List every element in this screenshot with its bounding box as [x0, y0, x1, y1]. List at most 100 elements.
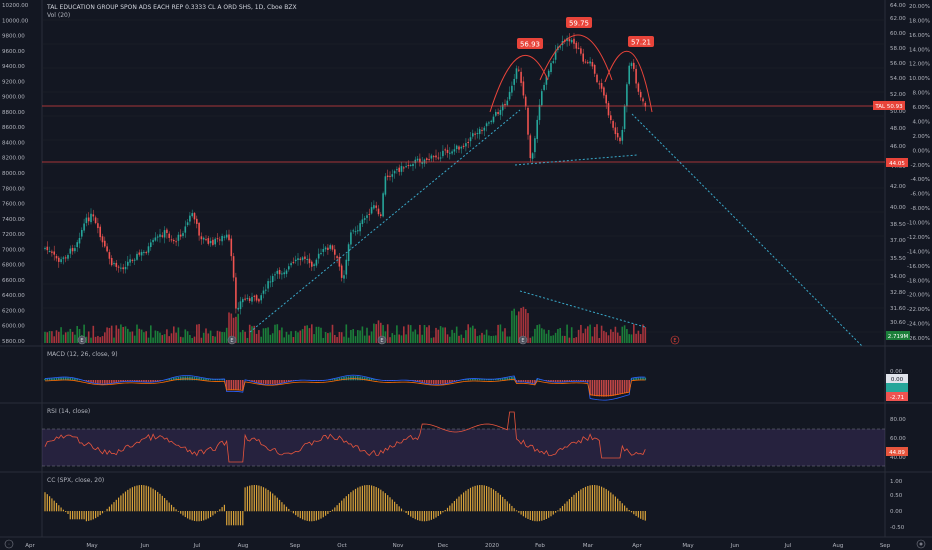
candle-body	[193, 212, 196, 220]
volume-indicator-label[interactable]: Vol (20)	[47, 12, 70, 19]
candle-body	[416, 158, 419, 161]
signal-line	[44, 378, 646, 397]
candle-body	[570, 39, 573, 43]
left-price-axis[interactable]: 10200.00 10000.00 9800.00 9600.00 9400.00 920…	[2, 3, 29, 345]
cc-bar	[550, 511, 552, 517]
volume-bar	[83, 324, 85, 343]
volume-bar	[380, 322, 382, 343]
volume-bar	[131, 331, 134, 343]
macd-histogram-bar	[492, 379, 495, 381]
volume-bar	[202, 332, 205, 343]
volume-bar	[292, 337, 295, 343]
right-percent-axis[interactable]: 20.00% 18.00% 16.00% 14.00% 12.00% 10.00% 8.00…	[907, 4, 930, 342]
candle-body	[600, 83, 603, 89]
earnings-marker[interactable]	[77, 335, 87, 345]
peak-label-right-shoulder[interactable]: 57.21	[628, 36, 654, 47]
macd-histogram-bar	[140, 380, 143, 382]
volume-trendline[interactable]	[519, 290, 646, 328]
macd-histogram-bar	[639, 377, 642, 381]
head-arc[interactable]	[539, 34, 613, 81]
candle-body	[545, 76, 548, 85]
candle-body	[478, 129, 481, 134]
cc-bar	[591, 485, 593, 512]
right-percent-label: -10.00%	[907, 221, 930, 227]
volume-bar	[511, 310, 513, 343]
macd-histogram-bar	[106, 380, 108, 384]
macd-histogram-bar	[345, 376, 348, 381]
macd-histogram-bar	[143, 380, 145, 382]
symbol-title[interactable]: TAL EDUCATION GROUP SPON ADS EACH REP 0.…	[46, 4, 297, 11]
grid-lines	[42, 19, 885, 333]
volume-bar	[189, 334, 191, 343]
candle-body	[283, 272, 285, 275]
cc-bar	[304, 511, 306, 521]
candlesticks	[44, 32, 647, 315]
time-axis-label: Jun	[140, 543, 150, 549]
volume-bar	[639, 334, 642, 343]
cc-bar	[437, 511, 439, 516]
candle-body	[334, 249, 336, 255]
volume-bar	[359, 330, 361, 343]
neckline[interactable]	[514, 154, 638, 166]
candle-body	[522, 81, 525, 96]
volume-bar	[481, 332, 483, 343]
volume-bar	[561, 335, 564, 343]
macd-histogram-bar	[159, 380, 161, 382]
volume-bar	[228, 312, 230, 343]
cc-bar	[101, 511, 104, 514]
candle-body	[458, 146, 460, 150]
volume-bar	[154, 330, 157, 343]
cc-bar	[318, 511, 320, 520]
scroll-left-icon[interactable]: ◦	[4, 539, 14, 549]
settings-icon[interactable]	[916, 539, 926, 549]
left-shoulder-arc[interactable]	[489, 54, 549, 113]
volume-bar	[209, 330, 212, 343]
peak-label-left-shoulder[interactable]: 56.93	[517, 38, 543, 49]
volume-bars	[44, 306, 647, 343]
macd-label[interactable]: MACD (12, 26, close, 9)	[47, 351, 118, 358]
cc-bar	[292, 511, 294, 514]
right-axis-label: 30.60	[890, 320, 906, 326]
volume-bar	[554, 332, 557, 343]
rsi-label[interactable]: RSI (14, close)	[47, 408, 90, 415]
right-shoulder-arc[interactable]	[604, 50, 653, 113]
volume-bar	[377, 320, 380, 343]
svg-text:0.00: 0.00	[891, 377, 904, 383]
macd-histogram-bar	[483, 379, 486, 381]
earnings-marker[interactable]	[518, 335, 528, 345]
left-axis-label: 5800.00	[2, 339, 25, 345]
earnings-marker[interactable]	[377, 335, 387, 345]
macd-histogram-bar	[147, 380, 150, 383]
volume-bar	[350, 330, 352, 343]
macd-histogram-bar	[285, 380, 288, 383]
time-axis[interactable]: Apr May Jun Jul Aug Sep Oct Nov Dec 2020 Feb Mar Apr…	[25, 543, 890, 549]
volume-bar	[74, 334, 76, 343]
candle-body	[173, 239, 175, 242]
cc-label[interactable]: CC (SPX, close, 20)	[47, 477, 104, 484]
cc-bar	[338, 502, 340, 512]
projection-trendline[interactable]	[631, 113, 863, 347]
cc-bar	[267, 489, 269, 512]
volume-bar	[607, 335, 610, 343]
peak-label-head[interactable]: 59.75	[566, 17, 592, 28]
macd-histogram-bar	[598, 380, 601, 397]
cc-bar	[453, 500, 455, 512]
candle-body	[108, 252, 111, 259]
volume-bar	[437, 329, 440, 343]
volume-bar	[48, 331, 51, 343]
candle-body	[589, 61, 591, 64]
cc-bar	[412, 511, 414, 518]
volume-bar	[598, 337, 601, 343]
candle-body	[110, 258, 113, 266]
earnings-marker[interactable]	[227, 335, 237, 345]
left-axis-label: 7800.00	[2, 186, 25, 192]
earnings-marker[interactable]	[670, 335, 680, 345]
right-axis-label: 48.00	[890, 126, 906, 132]
cc-bar	[384, 493, 386, 512]
cc-bar	[621, 503, 623, 512]
macd-histogram-bar	[577, 380, 580, 382]
volume-bar	[152, 337, 154, 343]
macd-histogram-bar	[485, 379, 488, 381]
